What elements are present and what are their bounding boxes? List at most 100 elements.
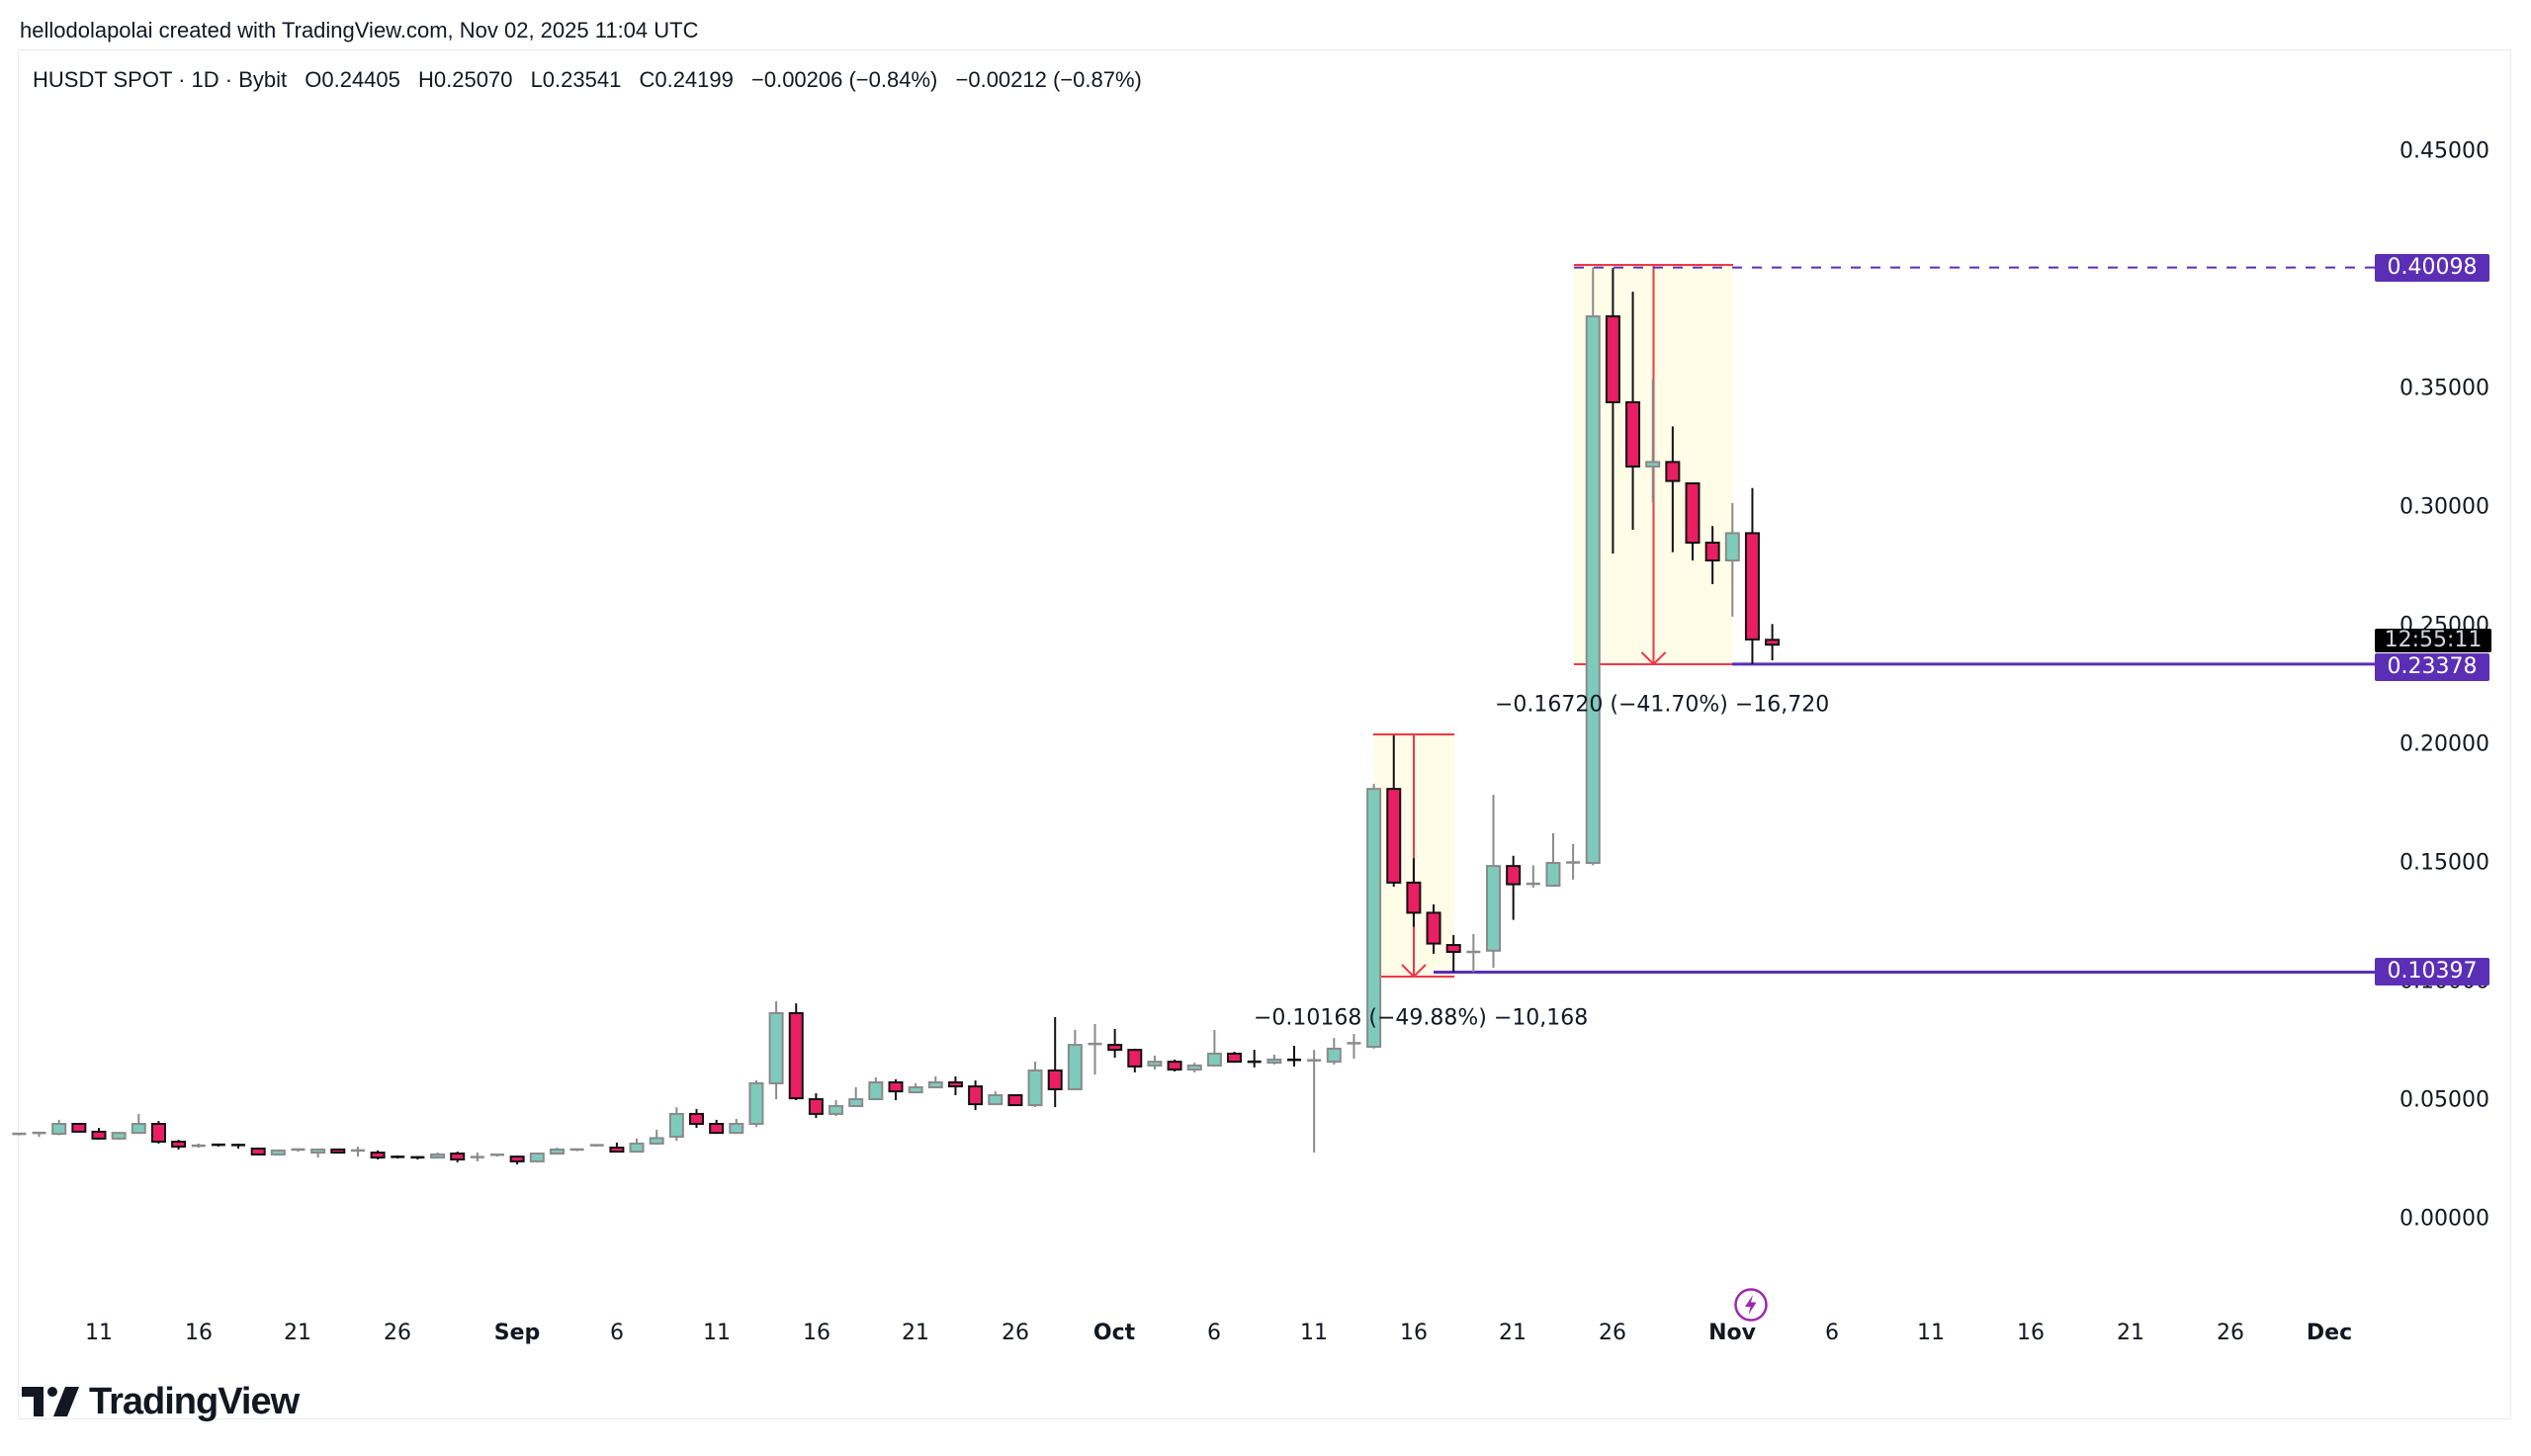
bar-countdown: 12:55:11: [2375, 629, 2491, 652]
candle-body: [1585, 315, 1601, 865]
candle-body: [450, 1153, 466, 1160]
price-tick-label: 0.45000: [2400, 138, 2489, 164]
time-tick-label: 11: [1917, 1321, 1945, 1345]
time-tick-label: Oct: [1092, 1321, 1136, 1345]
time-tick-label: 11: [1300, 1321, 1328, 1345]
candle-body: [888, 1081, 904, 1093]
time-tick-label: 6: [610, 1321, 624, 1345]
arrow-down-icon: [1401, 964, 1427, 979]
time-tick-label: 16: [2017, 1321, 2045, 1345]
candle-body: [1326, 1047, 1342, 1064]
candle-body: [649, 1137, 664, 1145]
candle-body: [1047, 1070, 1063, 1090]
candle-body: [1545, 862, 1561, 888]
price-tag-top: 0.40098: [2375, 253, 2489, 282]
candle-body: [848, 1098, 864, 1108]
candle-body: [1765, 639, 1781, 646]
candle-body: [1107, 1044, 1123, 1052]
candle-body: [748, 1081, 764, 1125]
time-tick-label: 26: [2217, 1321, 2244, 1345]
candle-body: [1685, 482, 1701, 544]
ohlc-high: H0.25070: [418, 67, 513, 92]
candle-body: [1625, 400, 1641, 468]
candle-body: [768, 1011, 784, 1084]
symbol-name[interactable]: HUSDT SPOT · 1D · Bybit: [33, 67, 288, 92]
candle-body: [629, 1142, 645, 1154]
price-change: −0.00206 (−0.84%): [751, 67, 938, 92]
time-tick-label: 16: [185, 1321, 213, 1345]
arrow-down-icon: [1640, 651, 1667, 666]
candle-body: [609, 1147, 625, 1154]
candle-body: [947, 1081, 963, 1088]
time-tick-label: 16: [803, 1321, 830, 1345]
price-tick-label: 0.05000: [2400, 1087, 2489, 1113]
candle-body: [1266, 1058, 1282, 1065]
candle-body: [430, 1153, 446, 1159]
candle-body: [529, 1153, 545, 1162]
lightning-bolt-icon[interactable]: [1733, 1287, 1769, 1323]
time-tick-label: 21: [2117, 1321, 2144, 1345]
candle-body: [330, 1148, 346, 1155]
candle-body: [1704, 542, 1720, 561]
candle-body: [1127, 1049, 1143, 1068]
candle-body: [927, 1081, 943, 1089]
ohlc-close: C0.24199: [639, 67, 734, 92]
chart-frame: [18, 49, 2511, 1419]
candle-body: [509, 1156, 525, 1162]
candle-body: [908, 1086, 923, 1094]
candle-body: [171, 1141, 187, 1149]
price-tag-current: 0.23378: [2375, 652, 2489, 681]
candle-body: [1027, 1070, 1043, 1107]
price-tick-label: 0.00000: [2400, 1206, 2489, 1232]
time-tick-label: 21: [284, 1321, 311, 1345]
time-tick-label: Sep: [493, 1321, 541, 1345]
time-tick-label: 11: [85, 1321, 113, 1345]
price-tick-label: 0.20000: [2400, 731, 2489, 757]
candle-body: [270, 1149, 286, 1156]
candle-body: [1147, 1061, 1163, 1067]
candle-body: [1605, 315, 1620, 403]
candle-body: [1206, 1052, 1222, 1067]
time-tick-label: 26: [1002, 1321, 1029, 1345]
candle-body: [1366, 788, 1382, 1048]
time-tick-label: 11: [703, 1321, 731, 1345]
chart-credit: hellodolapolai created with TradingView.…: [20, 18, 699, 43]
candle-body: [968, 1085, 984, 1106]
candle-body: [1724, 532, 1740, 562]
candle-body: [1665, 461, 1681, 482]
time-tick-label: Dec: [2306, 1321, 2353, 1345]
candle-body: [1445, 944, 1461, 953]
candle-body: [71, 1123, 87, 1133]
ohlc-low: L0.23541: [530, 67, 622, 92]
candle-body: [150, 1123, 166, 1143]
candle-body: [1386, 788, 1402, 884]
candle-body: [1645, 461, 1661, 468]
candle-body: [111, 1132, 127, 1140]
candle-body: [868, 1081, 884, 1101]
logo-text: TradingView: [89, 1380, 300, 1422]
price-tick-label: 0.35000: [2400, 376, 2489, 401]
candle-body: [808, 1098, 824, 1115]
measure-label-primary: −0.16720 (−41.70%) −16,720: [1495, 692, 1830, 718]
candle-body: [549, 1148, 565, 1156]
symbol-legend: HUSDT SPOT · 1D · Bybit O0.24405 H0.2507…: [33, 67, 1154, 93]
candle-body: [1186, 1064, 1202, 1071]
candle-body: [310, 1148, 326, 1155]
ohlc-open: O0.24405: [305, 67, 400, 92]
candle-body: [1067, 1044, 1083, 1090]
candle-body: [51, 1123, 67, 1136]
price-tag-bottom: 0.10397: [2375, 958, 2489, 986]
time-tick-label: 21: [1499, 1321, 1527, 1345]
tradingview-logo-icon: [22, 1387, 79, 1416]
candle-body: [829, 1105, 844, 1115]
candle-body: [370, 1152, 386, 1159]
time-tick-label: 26: [384, 1321, 411, 1345]
candle-body: [250, 1147, 266, 1156]
candle-body: [131, 1123, 146, 1135]
candle-body: [1007, 1093, 1023, 1107]
tradingview-logo[interactable]: TradingView: [22, 1380, 300, 1422]
price-tick-label: 0.30000: [2400, 494, 2489, 520]
candle-body: [1167, 1061, 1182, 1071]
price-change-alt: −0.00212 (−0.87%): [955, 67, 1142, 92]
